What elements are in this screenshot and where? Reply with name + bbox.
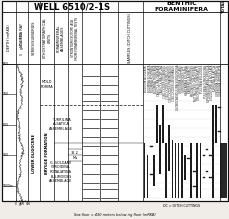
Text: Sea floor = 430 meters below rig floor (mRKB): Sea floor = 430 meters below rig floor (… [74,213,155,217]
Text: CASSIDULINA CARINATA: CASSIDULINA CARINATA [156,65,160,96]
Text: BENTHIC
FORAMINIFERA: BENTHIC FORAMINIFERA [154,1,208,12]
Text: UVIGERINA INTERRUPTA: UVIGERINA INTERRUPTA [218,65,222,96]
Text: GLOBOCASSIDULINA SUBGLOBOSA: GLOBOCASSIDULINA SUBGLOBOSA [175,65,179,110]
Bar [199,143,200,198]
Bar [196,143,197,198]
Text: 1000m: 1000m [3,184,14,188]
Bar [165,143,166,198]
Bar [180,143,182,198]
Text: PULLENIA QUINQUELOBA: PULLENIA QUINQUELOBA [203,65,207,98]
Bar [211,105,213,198]
Text: BULIMINA TRUNCANA: BULIMINA TRUNCANA [153,65,157,93]
Bar [162,105,163,143]
Text: 800: 800 [3,123,9,127]
Text: BOLIVINA ACULEATA: BOLIVINA ACULEATA [144,65,148,92]
Text: CIBICIDOIDES MUNDULUS: CIBICIDOIDES MUNDULUS [166,65,169,99]
Bar [146,155,148,198]
Text: DC = DITCH CUTTINGS: DC = DITCH CUTTINGS [162,204,199,208]
Text: WELL 6510/2-1S: WELL 6510/2-1S [34,2,110,11]
Text: ORIDORSALIS UMBONATUS: ORIDORSALIS UMBONATUS [196,65,200,100]
Bar [220,143,226,198]
Text: 0    gAPI    300: 0 gAPI 300 [20,33,24,55]
Text: MELONIS POMPILIOIDES: MELONIS POMPILIOIDES [190,65,194,96]
Text: TURRILINA ALSATICA: TURRILINA ALSATICA [212,65,216,92]
Text: SIPHONODOSARIA LEPIDULA: SIPHONODOSARIA LEPIDULA [206,65,210,102]
Text: CIBICIDOIDES PRAEMUNDUS: CIBICIDOIDES PRAEMUNDUS [169,65,173,102]
Bar [152,155,154,186]
Text: GAMMA RAY: GAMMA RAY [20,23,24,45]
Bar [174,143,176,198]
Bar [143,143,145,198]
Text: LOWER OLIGOCENE: LOWER OLIGOCENE [32,134,36,173]
Text: KARRERIELLA BRADYI: KARRERIELLA BRADYI [187,65,191,93]
Bar [214,105,216,143]
Text: G. SOLDANII
GYROIDINA-
ROTALIATINA
BULIMOIDES
ASSEMBLAGE: G. SOLDANII GYROIDINA- ROTALIATINA BULIM… [49,161,72,183]
Bar [171,140,172,198]
Text: TURRILINA
ALSATICA
ASSEMBLAGE: TURRILINA ALSATICA ASSEMBLAGE [49,118,73,131]
Text: CIBICIDOIDES UNGERIANUS: CIBICIDOIDES UNGERIANUS [172,65,176,101]
Text: STILOSTOMELLA ACULEATA: STILOSTOMELLA ACULEATA [209,65,213,100]
Bar [155,105,157,143]
Text: HANZAWAIA BOUEANA: HANZAWAIA BOUEANA [184,65,188,95]
Bar [189,143,191,198]
Text: SAMPLES (DITCH CUTTINGS): SAMPLES (DITCH CUTTINGS) [128,13,132,63]
Bar [168,125,169,171]
Text: 600: 600 [3,62,9,66]
Text: 700: 700 [3,92,9,96]
Bar [183,155,185,180]
Bar [177,143,179,198]
Text: 32.2
Ma: 32.2 Ma [71,151,79,160]
Text: 300: 300 [25,202,30,206]
Text: BULIMINA ELONGATA: BULIMINA ELONGATA [147,65,151,92]
Bar [220,143,226,198]
Bar [220,143,226,198]
Bar [220,143,226,198]
Text: 900: 900 [3,153,9,157]
Text: LITHOSTRATIGRAPHICAL
UNITS: LITHOSTRATIGRAPHICAL UNITS [43,18,51,58]
Text: UVIGERINA GERMANICA: UVIGERINA GERMANICA [215,65,219,96]
Bar [158,125,160,174]
Text: CIBICIDOIDES EOCAENUS: CIBICIDOIDES EOCAENUS [162,65,166,98]
Text: PULLENIA BULLOIDES: PULLENIA BULLOIDES [199,65,204,93]
Text: DEPTH (mRKB): DEPTH (mRKB) [7,25,11,51]
Text: gAPI: gAPI [19,202,25,206]
Text: GYROIDINA SOLDANII: GYROIDINA SOLDANII [178,65,182,93]
Text: FORAMINIFERAL
ASSEMBLAGES: FORAMINIFERAL ASSEMBLAGES [57,24,65,52]
Text: BULIMINA ROSTRATA: BULIMINA ROSTRATA [150,65,154,92]
Text: CASSIDULINA OBTUSA: CASSIDULINA OBTUSA [159,65,163,94]
Text: NUTTALLIDES UMBONIFERA: NUTTALLIDES UMBONIFERA [193,65,197,101]
Text: TOTAL: TOTAL [221,0,225,13]
Text: GYROIDINOIDES SPP.: GYROIDINOIDES SPP. [181,65,185,92]
Text: 0: 0 [15,202,17,206]
Text: BRYGGE FORMATION: BRYGGE FORMATION [45,132,49,174]
Text: STRONTIUM ISOTOPE AGE
FROM FORAMINIFERAL TESTS: STRONTIUM ISOTOPE AGE FROM FORAMINIFERAL… [70,16,79,60]
Text: MOLD
FORMA: MOLD FORMA [41,80,53,89]
Text: SERIES/SUBSERIES: SERIES/SUBSERIES [32,21,36,55]
